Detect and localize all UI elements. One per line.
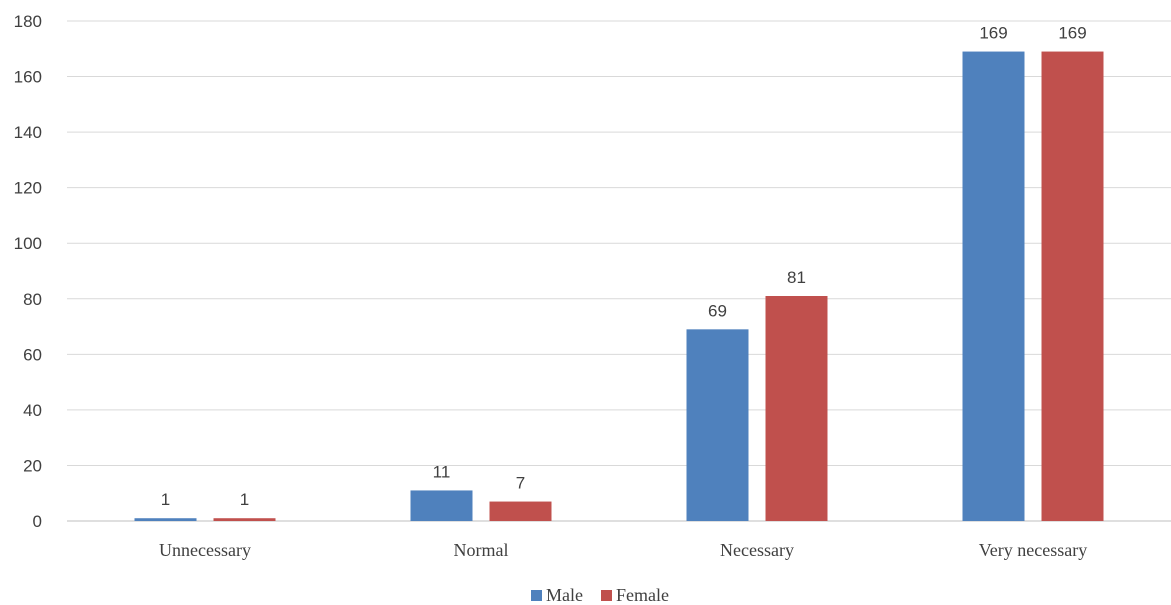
data-label: 169	[1058, 24, 1086, 43]
data-label: 1	[240, 490, 249, 509]
data-label: 169	[979, 24, 1007, 43]
y-tick-label: 160	[14, 68, 42, 87]
y-tick-label: 60	[23, 345, 42, 364]
data-label: 69	[708, 301, 727, 320]
x-tick-label: Normal	[454, 540, 509, 560]
x-axis: Unnecessary Normal Necessary Very necessary	[159, 540, 1087, 560]
legend: Male Female	[531, 585, 669, 605]
data-label: 11	[433, 462, 451, 481]
bar-male	[410, 490, 473, 521]
data-label: 81	[787, 268, 806, 287]
gridlines	[67, 20, 1171, 522]
legend-label-male: Male	[546, 585, 583, 605]
legend-swatch-male	[531, 590, 542, 601]
bar-female	[1041, 51, 1104, 522]
y-axis: 0 20 40 60 80 100 120 140 160 180	[14, 12, 42, 531]
y-tick-label: 100	[14, 234, 42, 253]
y-tick-label: 20	[23, 456, 42, 475]
legend-label-female: Female	[616, 585, 669, 605]
data-label: 7	[516, 474, 525, 493]
bar-female	[213, 518, 276, 521]
y-tick-label: 0	[33, 512, 42, 531]
legend-swatch-female	[601, 590, 612, 601]
bar-male	[962, 51, 1025, 522]
y-tick-label: 120	[14, 179, 42, 198]
bar-male	[686, 329, 749, 521]
bar-female	[765, 296, 828, 521]
y-tick-label: 80	[23, 290, 42, 309]
bar-female	[489, 501, 552, 521]
data-label: 1	[161, 490, 170, 509]
x-tick-label: Necessary	[720, 540, 794, 560]
bar-male	[134, 518, 197, 521]
y-tick-label: 40	[23, 401, 42, 420]
x-tick-label: Very necessary	[979, 540, 1087, 560]
y-tick-label: 180	[14, 12, 42, 31]
x-tick-label: Unnecessary	[159, 540, 251, 560]
y-tick-label: 140	[14, 123, 42, 142]
